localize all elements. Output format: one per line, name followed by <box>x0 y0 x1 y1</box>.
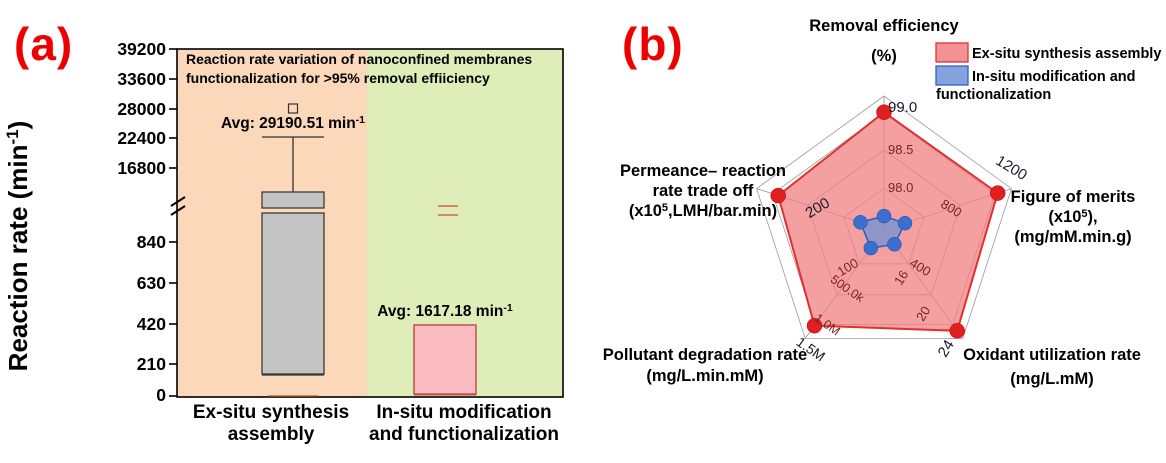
svg-text:840: 840 <box>137 232 166 252</box>
svg-text:98.0: 98.0 <box>888 180 913 195</box>
svg-text:(x105,LMH/bar.min): (x105,LMH/bar.min) <box>629 202 777 220</box>
svg-text:(mg/mM.min.g): (mg/mM.min.g) <box>1014 228 1131 246</box>
svg-text:In-situ modification: In-situ modification <box>376 402 551 423</box>
svg-text:420: 420 <box>137 314 166 334</box>
svg-text:33600: 33600 <box>117 69 166 89</box>
svg-text:Pollutant degradation rate: Pollutant degradation rate <box>603 346 807 364</box>
svg-text:functionalization: functionalization <box>936 87 1051 103</box>
svg-text:Avg: 29190.51 min-1: Avg: 29190.51 min-1 <box>221 114 365 132</box>
svg-text:0: 0 <box>156 385 166 405</box>
svg-text:rate trade off: rate trade off <box>653 182 754 200</box>
svg-text:Figure of merits: Figure of merits <box>1011 188 1136 206</box>
svg-text:In-situ modification and: In-situ modification and <box>972 69 1136 85</box>
svg-text:22400: 22400 <box>117 128 166 148</box>
svg-text:(mg/L.min.mM): (mg/L.min.mM) <box>646 367 763 385</box>
svg-text:Permeance– reaction: Permeance– reaction <box>620 162 786 180</box>
svg-text:210: 210 <box>137 354 166 374</box>
svg-text:Oxidant utilization rate: Oxidant utilization rate <box>963 346 1141 364</box>
svg-text:functionalization for >95% rem: functionalization for >95% removal effii… <box>186 70 490 86</box>
svg-text:and functionalization: and functionalization <box>369 424 559 445</box>
svg-text:630: 630 <box>137 273 166 293</box>
svg-text:Ex-situ synthesis: Ex-situ synthesis <box>193 402 349 423</box>
svg-text:Reaction rate (min-1): Reaction rate (min-1) <box>3 121 33 372</box>
svg-text:Avg: 1617.18 min-1: Avg: 1617.18 min-1 <box>377 302 513 320</box>
svg-text:(x105),: (x105), <box>1048 208 1097 226</box>
svg-text:16800: 16800 <box>117 158 166 178</box>
svg-text:Ex-situ synthesis assembly: Ex-situ synthesis assembly <box>972 46 1161 62</box>
svg-text:Removal efficiency: Removal efficiency <box>809 17 959 35</box>
svg-text:assembly: assembly <box>228 424 315 445</box>
svg-text:99.0: 99.0 <box>888 99 917 116</box>
svg-text:(%): (%) <box>871 47 897 65</box>
svg-text:24: 24 <box>935 337 958 360</box>
svg-text:28000: 28000 <box>117 99 166 119</box>
svg-text:39200: 39200 <box>117 39 166 59</box>
svg-text:Reaction rate variation of nan: Reaction rate variation of nanoconfined … <box>186 51 532 67</box>
svg-text:98.5: 98.5 <box>888 142 913 157</box>
svg-text:(mg/L.mM): (mg/L.mM) <box>1010 370 1093 388</box>
